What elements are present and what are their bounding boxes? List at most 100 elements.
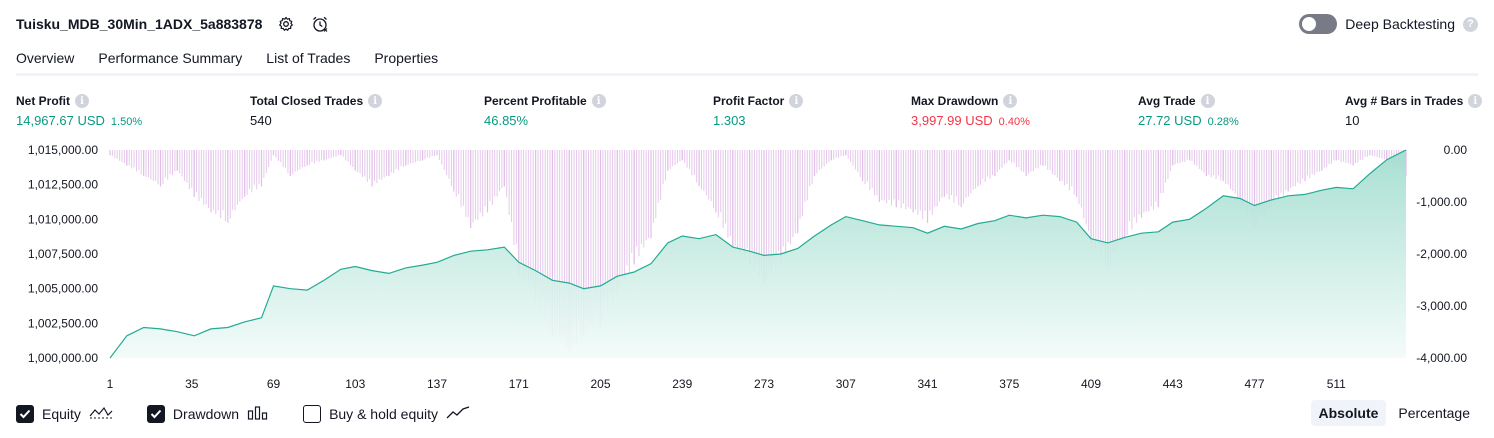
info-icon[interactable]: i <box>1003 94 1018 108</box>
drawdown-bar <box>114 150 116 159</box>
equity-drawdown-chart[interactable]: 1,015,000.00 1,012,500.00 1,010,000.00 1,00… <box>0 140 1494 396</box>
drawdown-bar <box>460 150 462 208</box>
help-icon[interactable]: ? <box>1463 16 1478 32</box>
drawdown-bar <box>979 150 981 185</box>
chart-legend: Equity Drawdown Buy & hold equity <box>16 403 504 425</box>
drawdown-bar <box>604 150 606 294</box>
equity-checkbox[interactable] <box>16 405 34 423</box>
info-icon[interactable]: i <box>1200 94 1215 108</box>
settings-icon[interactable] <box>276 14 296 34</box>
drawdown-bar <box>927 150 929 223</box>
drawdown-bar <box>669 150 671 169</box>
metric-percent: 1.50% <box>110 116 143 128</box>
drawdown-bar <box>741 150 743 249</box>
drawdown-bar <box>809 150 811 187</box>
drawdown-bar <box>208 150 210 208</box>
drawdown-bar <box>811 150 813 185</box>
drawdown-bar <box>739 150 741 253</box>
drawdown-bar <box>1001 150 1003 168</box>
drawdown-bar <box>898 150 900 201</box>
drawdown-bar <box>1256 150 1258 224</box>
drawdown-bar <box>311 150 313 163</box>
drawdown-bar <box>715 150 717 206</box>
metric-avg-trade: Avg Trade i 27.72 USD 0.28% <box>1138 93 1239 128</box>
drawdown-bar <box>1193 150 1195 165</box>
drawdown-bar <box>1121 150 1123 242</box>
drawdown-bar <box>616 150 618 291</box>
drawdown-checkbox[interactable] <box>146 405 165 423</box>
info-icon[interactable]: i <box>1468 94 1483 108</box>
drawdown-bar <box>573 150 575 320</box>
drawdown-bar <box>280 150 282 163</box>
drawdown-bar <box>289 150 291 174</box>
drawdown-bar <box>869 150 871 191</box>
drawdown-bar <box>936 150 938 207</box>
drawdown-bar <box>991 150 993 176</box>
drawdown-bar <box>246 150 248 195</box>
drawdown-bar <box>434 150 436 157</box>
drawdown-bar <box>729 150 731 237</box>
drawdown-bar <box>607 150 609 314</box>
drawdown-bar <box>345 150 347 161</box>
drawdown-bar <box>470 150 472 226</box>
right-axis-tick-label: -3,000.00 <box>1416 299 1467 313</box>
tab-overview[interactable]: Overview <box>16 40 75 76</box>
drawdown-bar <box>725 150 727 224</box>
drawdown-bar <box>417 150 419 162</box>
drawdown-bar <box>1222 150 1224 178</box>
drawdown-bar <box>1388 150 1390 163</box>
drawdown-bar <box>972 150 974 190</box>
drawdown-bar <box>1037 150 1039 169</box>
drawdown-bar <box>1047 150 1049 170</box>
x-axis-tick-label: 307 <box>836 377 856 391</box>
drawdown-bar <box>893 150 895 200</box>
absolute-button[interactable]: Absolute <box>1310 400 1387 426</box>
drawdown-bar <box>1215 150 1217 179</box>
drawdown-bar <box>580 150 582 339</box>
drawdown-bar <box>1251 150 1253 224</box>
tab-performance-summary[interactable]: Performance Summary <box>98 50 243 66</box>
legend-equity[interactable]: Equity <box>16 405 113 423</box>
legend-buy-hold[interactable]: Buy & hold equity <box>303 405 470 423</box>
drawdown-bar <box>1040 150 1042 165</box>
alert-clock-icon[interactable] <box>310 14 330 34</box>
drawdown-bar <box>1347 150 1349 164</box>
drawdown-bar <box>585 150 587 332</box>
info-icon[interactable]: i <box>789 94 804 108</box>
drawdown-bar <box>301 150 303 168</box>
drawdown-bar <box>258 150 260 184</box>
tab-list-of-trades[interactable]: List of Trades <box>266 50 351 66</box>
drawdown-bar <box>525 150 527 276</box>
info-icon[interactable]: i <box>591 94 606 108</box>
metric-value: 27.72 USD <box>1138 113 1202 128</box>
drawdown-bar <box>1153 150 1155 210</box>
deep-backtesting-toggle[interactable] <box>1299 14 1338 34</box>
drawdown-bar <box>220 150 222 219</box>
metric-value: 10 <box>1345 113 1360 128</box>
drawdown-bar <box>1083 150 1085 219</box>
percentage-button[interactable]: Percentage <box>1398 405 1470 421</box>
drawdown-bar <box>1003 150 1005 165</box>
drawdown-bar <box>806 150 808 201</box>
drawdown-bar <box>1383 150 1385 160</box>
left-axis-tick-label: 1,000,000.00 <box>28 351 98 365</box>
drawdown-bar <box>472 150 474 223</box>
x-axis-tick-label: 35 <box>185 377 199 391</box>
drawdown-bar <box>1306 150 1308 176</box>
drawdown-bar <box>1015 150 1017 168</box>
drawdown-bar <box>1020 150 1022 172</box>
buy-hold-checkbox[interactable] <box>303 405 322 423</box>
drawdown-bar <box>232 150 234 210</box>
metric-max-drawdown: Max Drawdown i 3,997.99 USD 0.40% <box>911 93 1030 128</box>
drawdown-bar <box>1162 150 1164 194</box>
info-icon[interactable]: i <box>75 94 89 108</box>
tab-properties[interactable]: Properties <box>374 50 439 66</box>
drawdown-bar <box>842 150 844 157</box>
drawdown-bar <box>645 150 647 241</box>
drawdown-bar <box>698 150 700 183</box>
drawdown-bar <box>710 150 712 202</box>
drawdown-bar <box>376 150 378 184</box>
info-icon[interactable]: i <box>368 94 383 108</box>
legend-drawdown[interactable]: Drawdown <box>146 405 269 423</box>
drawdown-bar <box>1201 150 1203 171</box>
